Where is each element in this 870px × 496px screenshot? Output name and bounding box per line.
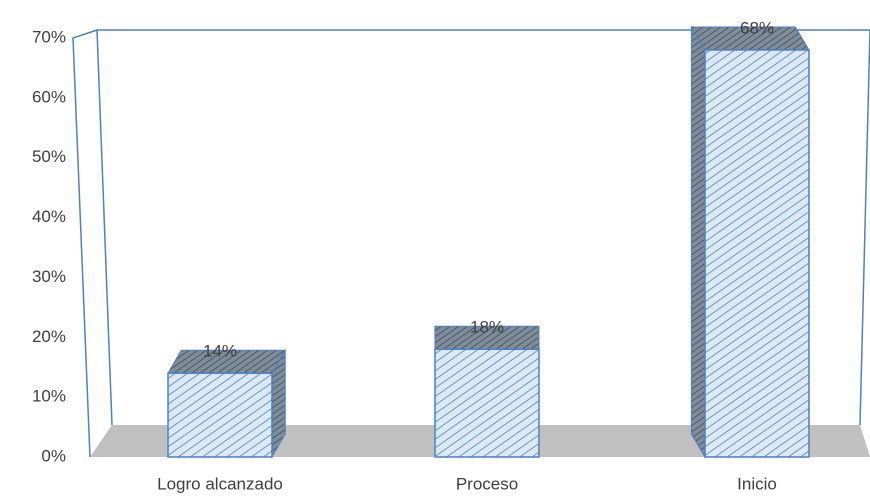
bar-front	[434, 348, 540, 458]
y-tick-label: 0%	[41, 446, 66, 465]
bar-front	[167, 372, 273, 458]
x-tick-label: Proceso	[456, 474, 518, 493]
y-tick-label: 20%	[32, 327, 66, 346]
x-tick-label: Logro alcanzado	[157, 474, 283, 493]
data-label: 14%	[203, 342, 237, 361]
y-tick-label: 50%	[32, 147, 66, 166]
bar-side	[690, 25, 706, 459]
bar	[690, 25, 810, 459]
bar	[434, 325, 540, 458]
side-wall	[72, 29, 98, 458]
x-tick-label: Inicio	[737, 474, 777, 493]
y-tick-label: 40%	[32, 207, 66, 226]
bar	[167, 348, 287, 459]
right-wall	[859, 29, 870, 426]
y-tick-label: 70%	[32, 27, 66, 46]
y-tick-label: 60%	[32, 87, 66, 106]
y-tick-label: 30%	[32, 267, 66, 286]
y-tick-label: 10%	[32, 387, 66, 406]
data-label: 68%	[740, 18, 774, 37]
data-label: 18%	[470, 318, 504, 337]
bar-front	[704, 49, 810, 458]
